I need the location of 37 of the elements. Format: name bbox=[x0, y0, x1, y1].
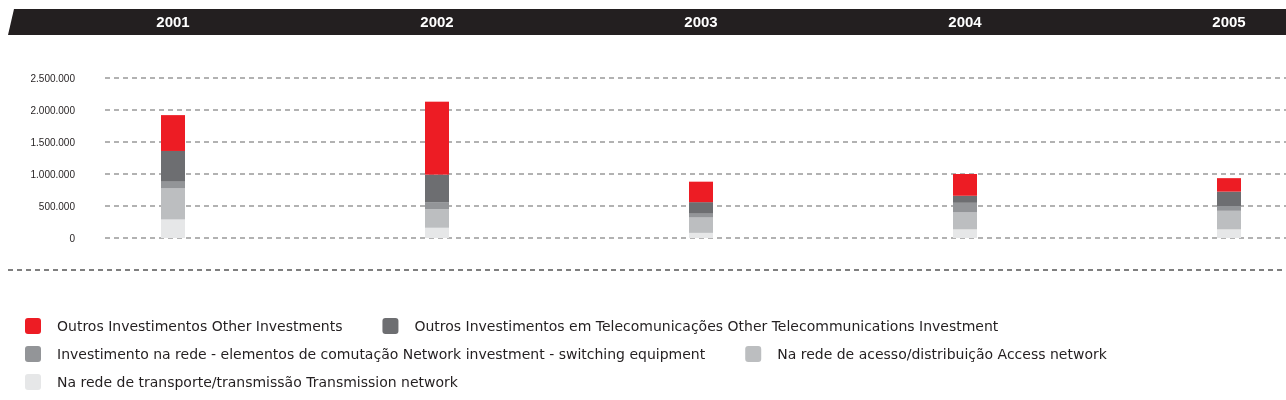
bar bbox=[1217, 191, 1241, 206]
legend-label: Investimento na rede - elementos de comutação Network investment - switching equipment bbox=[57, 345, 706, 362]
bar bbox=[953, 195, 977, 203]
bar bbox=[161, 115, 185, 151]
bar bbox=[425, 174, 449, 203]
bar bbox=[425, 209, 449, 228]
bar bbox=[425, 101, 449, 175]
y-tick-label: 1.500.000 bbox=[30, 136, 76, 148]
bar bbox=[1217, 178, 1241, 192]
bar bbox=[689, 213, 713, 218]
legend-label: Na rede de transporte/transmissão Transmission network bbox=[57, 373, 459, 390]
y-tick-label: 500.000 bbox=[38, 200, 76, 212]
bar bbox=[689, 181, 713, 203]
y-tick-label: 0 bbox=[69, 232, 76, 244]
bar bbox=[953, 174, 977, 196]
bar bbox=[953, 212, 977, 230]
bar bbox=[1217, 210, 1241, 230]
x-tick-label: 2005 bbox=[1212, 12, 1246, 30]
bar bbox=[689, 202, 713, 214]
bar bbox=[953, 229, 977, 238]
legend-label: Na rede de acesso/distribuição Access network bbox=[777, 345, 1108, 362]
x-tick-label: 2004 bbox=[948, 12, 983, 30]
bar bbox=[161, 219, 185, 238]
y-tick-label: 2.500.000 bbox=[30, 72, 76, 84]
bar bbox=[689, 217, 713, 233]
legend-label: Outros Investimentos em Telecomunicações Other Telecommunications Investment bbox=[414, 317, 999, 334]
x-tick-label: 2002 bbox=[420, 12, 454, 30]
bar bbox=[161, 188, 185, 220]
bar bbox=[1217, 229, 1241, 238]
legend-label: Outros Investimentos Other Investments bbox=[57, 317, 343, 334]
x-tick-label: 2001 bbox=[156, 12, 190, 30]
bar bbox=[689, 232, 713, 238]
bar bbox=[161, 150, 185, 182]
y-tick-label: 2.000.000 bbox=[30, 104, 76, 116]
bar bbox=[425, 227, 449, 238]
y-tick-label: 1.000.000 bbox=[30, 168, 76, 180]
x-tick-label: 2003 bbox=[684, 12, 718, 30]
